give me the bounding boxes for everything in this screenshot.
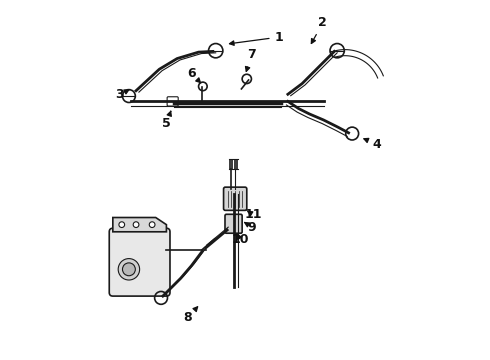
Text: 11: 11 (245, 208, 262, 221)
FancyBboxPatch shape (109, 228, 170, 296)
Text: 10: 10 (232, 233, 249, 246)
Text: 5: 5 (162, 111, 171, 130)
Text: 7: 7 (245, 49, 256, 71)
Text: 9: 9 (245, 221, 256, 234)
Circle shape (133, 222, 139, 228)
Text: 6: 6 (187, 67, 201, 83)
Text: 1: 1 (229, 31, 283, 45)
FancyBboxPatch shape (223, 187, 247, 210)
Text: 4: 4 (364, 138, 382, 151)
FancyBboxPatch shape (225, 214, 242, 233)
Text: 3: 3 (115, 89, 129, 102)
Circle shape (118, 258, 140, 280)
Text: 2: 2 (311, 16, 327, 44)
Circle shape (149, 222, 155, 228)
Polygon shape (113, 217, 167, 232)
Circle shape (122, 263, 135, 276)
Text: 8: 8 (184, 307, 197, 324)
Circle shape (119, 222, 124, 228)
